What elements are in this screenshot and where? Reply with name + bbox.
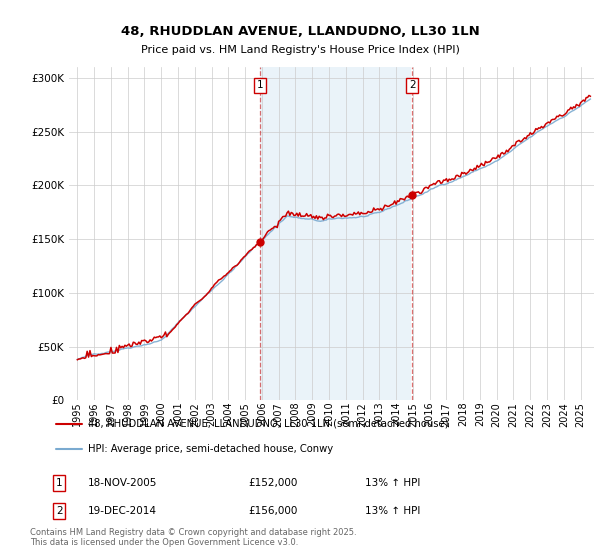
Text: 1: 1 xyxy=(56,478,62,488)
Text: £156,000: £156,000 xyxy=(248,506,298,516)
Text: HPI: Average price, semi-detached house, Conwy: HPI: Average price, semi-detached house,… xyxy=(88,444,333,454)
Text: 19-DEC-2014: 19-DEC-2014 xyxy=(88,506,157,516)
Text: Contains HM Land Registry data © Crown copyright and database right 2025.
This d: Contains HM Land Registry data © Crown c… xyxy=(30,528,356,547)
Text: 2: 2 xyxy=(56,506,62,516)
Text: £152,000: £152,000 xyxy=(248,478,298,488)
Text: 18-NOV-2005: 18-NOV-2005 xyxy=(88,478,157,488)
Text: 48, RHUDDLAN AVENUE, LLANDUDNO, LL30 1LN (semi-detached house): 48, RHUDDLAN AVENUE, LLANDUDNO, LL30 1LN… xyxy=(88,419,448,429)
Text: 13% ↑ HPI: 13% ↑ HPI xyxy=(365,506,420,516)
Text: 2: 2 xyxy=(409,81,415,91)
Text: 1: 1 xyxy=(257,81,263,91)
Text: Price paid vs. HM Land Registry's House Price Index (HPI): Price paid vs. HM Land Registry's House … xyxy=(140,45,460,55)
Text: 13% ↑ HPI: 13% ↑ HPI xyxy=(365,478,420,488)
Text: 48, RHUDDLAN AVENUE, LLANDUDNO, LL30 1LN: 48, RHUDDLAN AVENUE, LLANDUDNO, LL30 1LN xyxy=(121,25,479,38)
